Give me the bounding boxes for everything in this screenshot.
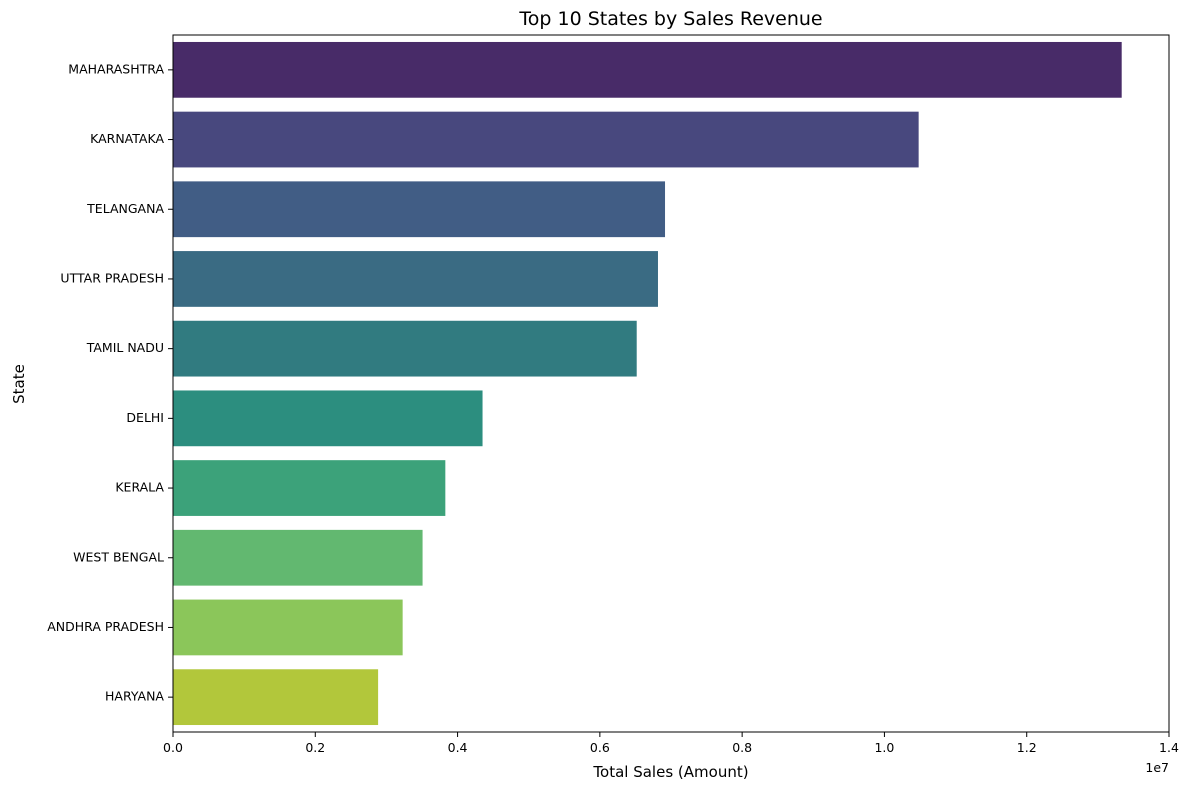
bar: [173, 111, 919, 168]
bar: [173, 41, 1122, 98]
bar: [173, 181, 666, 238]
x-axis-ticks: 0.0 0.2 0.4 0.6 0.8 1.0 1.2 1.4: [163, 732, 1179, 755]
bars-group: [173, 41, 1122, 726]
y-tick-label: KERALA: [115, 480, 164, 495]
bar: [173, 320, 637, 377]
x-tick-label: 1.0: [874, 740, 894, 755]
y-axis-ticks: MAHARASHTRA KARNATAKA TELANGANA UTTAR PRADE…: [47, 61, 173, 704]
y-tick-label: DELHI: [126, 410, 164, 425]
x-tick-label: 0.4: [448, 740, 468, 755]
y-tick-label: MAHARASHTRA: [68, 61, 164, 76]
y-tick-label: UTTAR PRADESH: [60, 270, 164, 285]
y-tick-label: KARNATAKA: [90, 131, 164, 146]
bar: [173, 390, 483, 447]
y-axis-label: State: [10, 364, 28, 404]
y-tick-label: HARYANA: [105, 689, 164, 704]
x-axis-offset-label: 1e7: [1145, 760, 1169, 775]
x-axis-label: Total Sales (Amount): [592, 763, 748, 781]
x-tick-label: 1.2: [1017, 740, 1037, 755]
x-tick-label: 0.8: [732, 740, 752, 755]
x-tick-label: 0.2: [305, 740, 325, 755]
bar: [173, 599, 403, 656]
x-tick-label: 0.0: [163, 740, 183, 755]
x-tick-label: 1.4: [1159, 740, 1179, 755]
bar: [173, 669, 379, 726]
bar: [173, 460, 446, 516]
y-tick-label: ANDHRA PRADESH: [47, 619, 164, 634]
x-tick-label: 0.6: [590, 740, 610, 755]
bar: [173, 251, 658, 307]
y-tick-label: TELANGANA: [86, 201, 164, 216]
y-tick-label: TAMIL NADU: [86, 340, 164, 355]
y-tick-label: WEST BENGAL: [73, 549, 164, 564]
chart-title: Top 10 States by Sales Revenue: [518, 8, 822, 30]
bar: [173, 529, 423, 586]
plot-frame: [172, 34, 1170, 733]
